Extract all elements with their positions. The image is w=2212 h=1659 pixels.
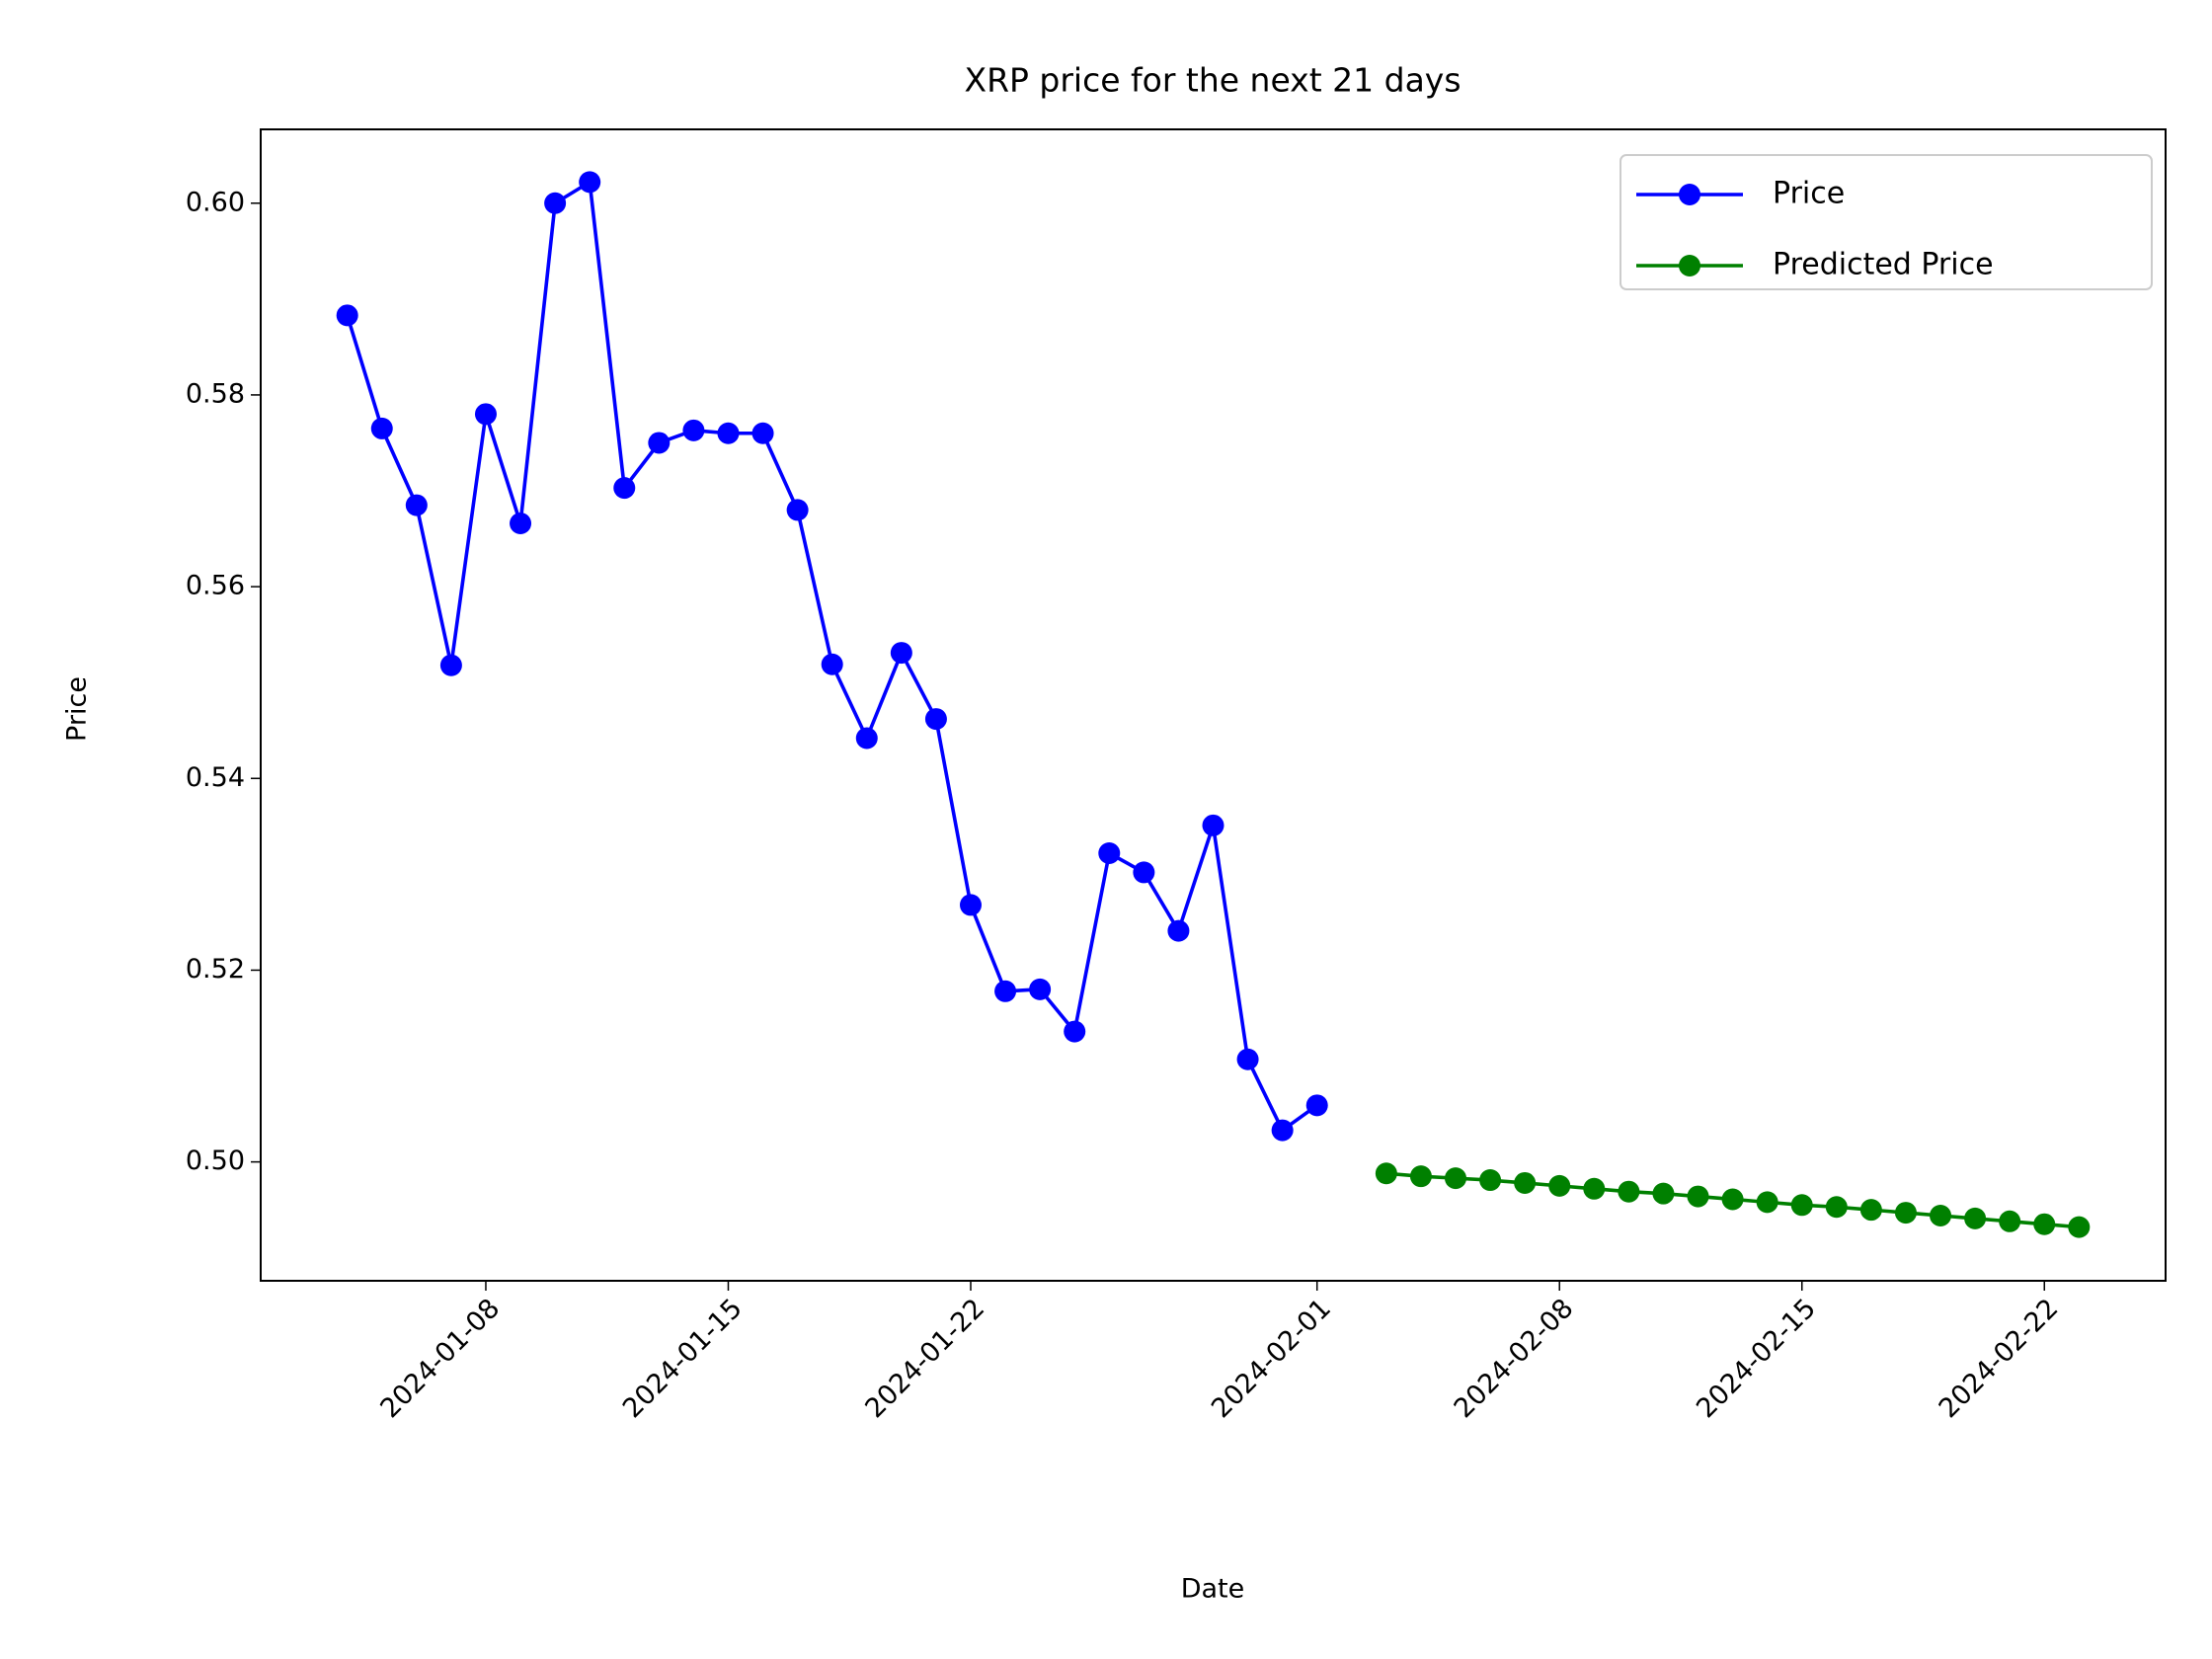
data-point: [1236, 1048, 1259, 1070]
data-point: [1790, 1194, 1813, 1217]
y-tick-label: 0.58: [186, 378, 245, 409]
legend-label: Predicted Price: [1773, 248, 1994, 282]
data-point: [924, 708, 947, 731]
x-axis-label: Date: [1181, 1574, 1245, 1605]
y-tick-label: 0.56: [186, 571, 245, 601]
y-tick-label: 0.54: [186, 762, 245, 793]
data-point: [821, 653, 843, 675]
data-point: [1064, 1020, 1086, 1043]
y-tick-label: 0.50: [186, 1146, 245, 1176]
x-tick-label: 2024-01-08: [374, 1293, 506, 1424]
data-point: [994, 980, 1017, 1002]
data-point: [1721, 1188, 1744, 1211]
data-point: [579, 171, 601, 194]
data-point: [855, 727, 878, 750]
data-point: [1271, 1119, 1294, 1142]
data-point: [1445, 1167, 1467, 1190]
data-point: [1098, 841, 1121, 864]
data-point: [1894, 1202, 1917, 1224]
data-point: [544, 192, 567, 214]
legend-label: Price: [1773, 177, 1845, 211]
data-point: [890, 642, 912, 665]
data-point: [405, 494, 428, 516]
legend-marker: [1679, 184, 1700, 205]
data-point: [1479, 1169, 1502, 1192]
data-point: [1305, 1094, 1328, 1117]
data-point: [1548, 1174, 1571, 1197]
data-point: [1029, 978, 1052, 1000]
legend-marker: [1679, 255, 1700, 276]
data-point: [2068, 1216, 2091, 1238]
data-point: [1583, 1177, 1606, 1200]
x-tick-label: 2024-02-22: [1934, 1293, 2065, 1424]
data-point: [1167, 919, 1190, 942]
x-tick-label: 2024-01-15: [617, 1293, 749, 1424]
data-point: [682, 419, 705, 441]
data-point: [370, 417, 393, 439]
data-point: [1825, 1196, 1848, 1219]
x-tick-label: 2024-02-08: [1449, 1293, 1580, 1424]
data-point: [474, 403, 497, 426]
data-point: [336, 304, 358, 327]
data-point: [1133, 861, 1155, 884]
data-point: [1409, 1165, 1432, 1188]
data-point: [717, 422, 740, 444]
data-point: [613, 477, 636, 500]
y-tick-label: 0.60: [186, 187, 245, 217]
data-point: [959, 894, 982, 916]
data-point: [1375, 1162, 1397, 1185]
chart-title: XRP price for the next 21 days: [964, 61, 1461, 100]
data-point: [1202, 814, 1224, 836]
data-point: [786, 499, 809, 521]
data-point: [1514, 1171, 1537, 1194]
data-point: [510, 513, 532, 535]
data-point: [1652, 1182, 1675, 1205]
data-point: [2033, 1213, 2056, 1235]
x-tick-label: 2024-02-15: [1691, 1293, 1822, 1424]
data-point: [439, 654, 462, 676]
x-tick-label: 2024-01-22: [859, 1293, 990, 1424]
data-point: [1999, 1210, 2021, 1232]
legend-box: [1620, 154, 2153, 290]
y-tick-label: 0.52: [186, 954, 245, 985]
data-point: [1859, 1199, 1882, 1222]
data-point: [648, 432, 671, 454]
data-point: [1687, 1185, 1709, 1208]
data-point: [1930, 1204, 1952, 1226]
x-tick-label: 2024-02-01: [1206, 1293, 1337, 1424]
data-point: [1618, 1180, 1640, 1203]
data-point: [751, 422, 774, 444]
data-point: [1756, 1191, 1778, 1214]
plot-frame: [260, 128, 2167, 1282]
data-point: [1964, 1207, 1987, 1229]
y-axis-label: Price: [62, 676, 93, 742]
